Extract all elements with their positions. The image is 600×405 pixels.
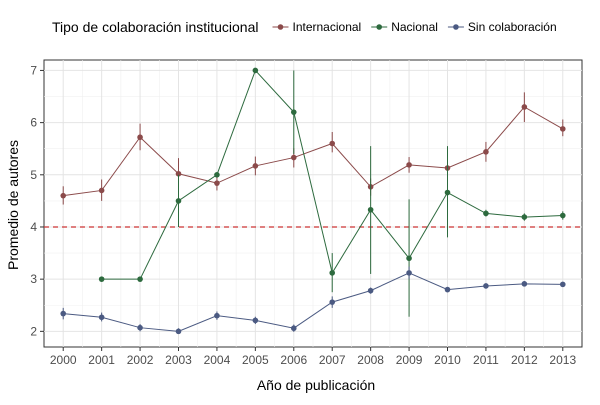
data-point xyxy=(175,328,182,335)
legend-item-nacional: Nacional xyxy=(371,20,438,34)
x-tick-label: 2008 xyxy=(357,353,384,367)
data-point xyxy=(290,325,297,332)
legend-key-point xyxy=(277,24,284,30)
data-point xyxy=(521,214,528,220)
series-nacional xyxy=(98,67,566,317)
legend-key-point xyxy=(376,24,383,30)
data-point xyxy=(252,67,259,74)
data-point xyxy=(367,287,374,294)
data-point xyxy=(137,324,143,331)
data-point xyxy=(290,109,297,115)
data-point xyxy=(214,172,220,178)
data-point xyxy=(329,299,336,305)
legend-label: Sin colaboración xyxy=(468,20,557,34)
x-tick-label: 2011 xyxy=(473,353,499,367)
data-point xyxy=(329,140,336,147)
axes: 2 3 4 5 6 7 2000 2001 2002 2003 2004 2005 2006 2007 20… xyxy=(30,63,576,367)
legend-title: Tipo de colaboración institucional xyxy=(52,19,259,35)
data-point xyxy=(60,310,67,317)
legend-item-internacional: Internacional xyxy=(272,20,362,34)
data-point xyxy=(559,212,566,219)
data-point xyxy=(137,276,143,282)
x-tick-label: 2006 xyxy=(280,353,307,367)
x-tick-label: 2010 xyxy=(434,353,461,367)
data-point xyxy=(252,317,259,324)
data-point xyxy=(444,286,451,293)
series-layer xyxy=(60,67,566,335)
data-point xyxy=(175,170,182,177)
data-point xyxy=(406,270,412,276)
data-point xyxy=(406,255,412,262)
data-point xyxy=(483,210,489,217)
legend-key-point xyxy=(453,24,459,30)
legend-item-sin-colaboracion: Sin colaboración xyxy=(447,20,557,34)
data-point xyxy=(98,187,105,194)
x-tick-label: 2009 xyxy=(396,353,423,367)
data-point xyxy=(60,192,67,199)
series-internacional xyxy=(60,92,566,205)
data-point xyxy=(444,189,451,196)
x-tick-label: 2000 xyxy=(50,353,77,367)
x-tick-label: 2001 xyxy=(88,353,115,367)
data-point xyxy=(252,163,259,169)
x-tick-label: 2013 xyxy=(549,353,576,367)
x-tick-label: 2004 xyxy=(204,353,231,367)
data-point xyxy=(559,126,566,132)
legend: Tipo de colaboración institucional Inter… xyxy=(52,19,557,35)
x-tick-label: 2002 xyxy=(127,353,154,367)
y-axis-title: Promedio de autores xyxy=(5,140,21,270)
x-tick-label: 2005 xyxy=(242,353,269,367)
x-tick-label: 2012 xyxy=(511,353,538,367)
data-point xyxy=(521,104,528,110)
data-point xyxy=(367,206,374,213)
data-point xyxy=(137,134,143,141)
data-point xyxy=(214,180,220,186)
data-point xyxy=(98,276,105,282)
data-point xyxy=(521,281,528,287)
data-point xyxy=(175,198,182,204)
data-point xyxy=(214,312,220,319)
data-point xyxy=(559,281,566,288)
y-tick-label: 6 xyxy=(30,116,37,130)
data-point xyxy=(98,314,105,321)
data-point xyxy=(483,149,489,155)
data-point xyxy=(290,154,297,161)
legend-label: Nacional xyxy=(391,20,438,34)
y-tick-label: 7 xyxy=(30,63,37,77)
data-point xyxy=(483,283,489,289)
x-axis-title: Año de publicación xyxy=(257,377,375,393)
y-tick-label: 3 xyxy=(30,272,37,286)
series-sin-colaboracion xyxy=(60,266,566,335)
series-line xyxy=(63,272,563,332)
series-line xyxy=(63,106,564,197)
y-tick-label: 4 xyxy=(30,220,37,234)
x-tick-label: 2003 xyxy=(165,353,192,367)
y-tick-label: 5 xyxy=(30,168,37,182)
legend-label: Internacional xyxy=(293,20,362,34)
x-tick-label: 2007 xyxy=(319,353,346,367)
data-point xyxy=(406,162,412,168)
y-tick-label: 2 xyxy=(30,324,37,338)
data-point xyxy=(329,270,336,276)
